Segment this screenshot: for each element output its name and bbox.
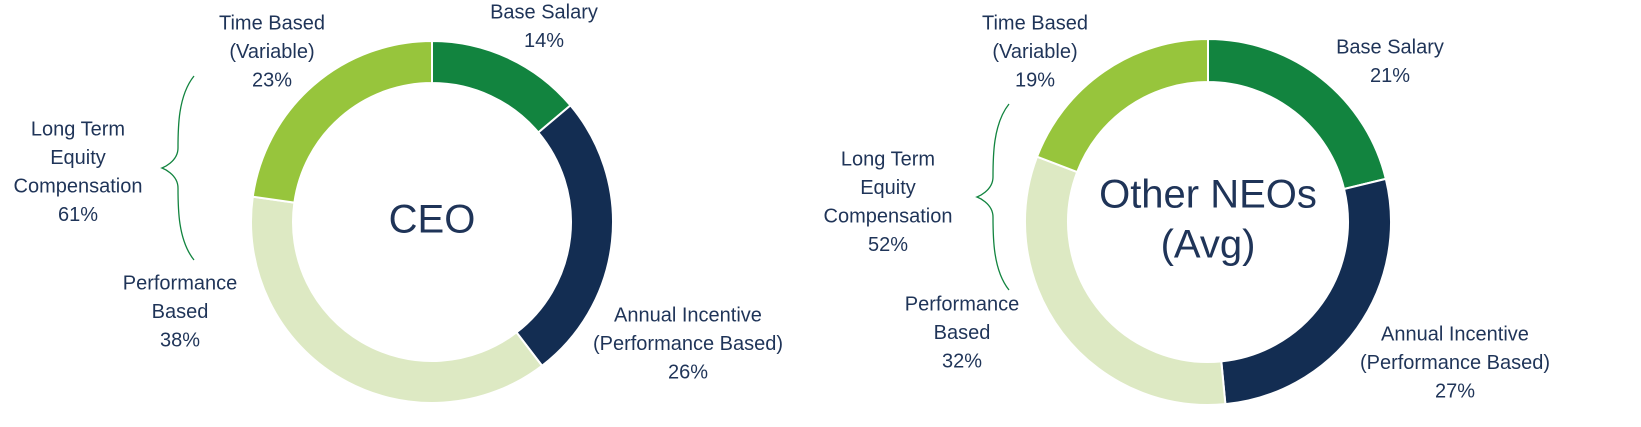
segment-label: Performance <box>905 293 1020 315</box>
donut-segment <box>250 195 544 404</box>
segment-label: Time Based <box>219 12 325 34</box>
bracket-label: Equity <box>50 147 106 169</box>
segment-label: Time Based <box>982 12 1088 34</box>
bracket-label: Equity <box>860 177 916 199</box>
bracket-value: 52% <box>868 234 908 256</box>
donut-segment <box>1207 37 1388 191</box>
donut-segment <box>1035 37 1209 174</box>
segment-label: Base Salary <box>1336 36 1444 58</box>
donut-segment <box>431 39 572 134</box>
bracket <box>160 75 195 261</box>
segment-label: Annual Incentive <box>614 304 762 326</box>
bracket-label: Long Term <box>31 118 125 140</box>
center-label: (Avg) <box>1161 223 1256 267</box>
segment-label: Base Salary <box>490 1 598 23</box>
segment-value: 27% <box>1435 380 1475 402</box>
bracket-label: Compensation <box>14 175 143 197</box>
bracket-value: 61% <box>58 204 98 226</box>
segment-value: 32% <box>942 350 982 372</box>
segment-label: (Performance Based) <box>593 333 783 355</box>
center-label: CEO <box>389 198 476 242</box>
segment-value: 23% <box>252 69 292 91</box>
segment-label: Based <box>152 301 209 323</box>
donut-segment <box>515 104 614 368</box>
segment-value: 26% <box>668 361 708 383</box>
segment-value: 21% <box>1370 65 1410 87</box>
segment-label: Performance <box>123 272 238 294</box>
segment-value: 38% <box>160 329 200 351</box>
segment-label: (Performance Based) <box>1360 352 1550 374</box>
bracket-label: Long Term <box>841 148 935 170</box>
bracket-label: Compensation <box>824 205 953 227</box>
segment-value: 14% <box>524 30 564 52</box>
segment-label: (Variable) <box>229 41 314 63</box>
bracket <box>975 103 1010 291</box>
segment-label: Annual Incentive <box>1381 323 1529 345</box>
donut-segment <box>251 39 433 204</box>
segment-label: Based <box>934 322 991 344</box>
segment-label: (Variable) <box>992 41 1077 63</box>
segment-value: 19% <box>1015 69 1055 91</box>
center-label: Other NEOs <box>1099 173 1317 217</box>
